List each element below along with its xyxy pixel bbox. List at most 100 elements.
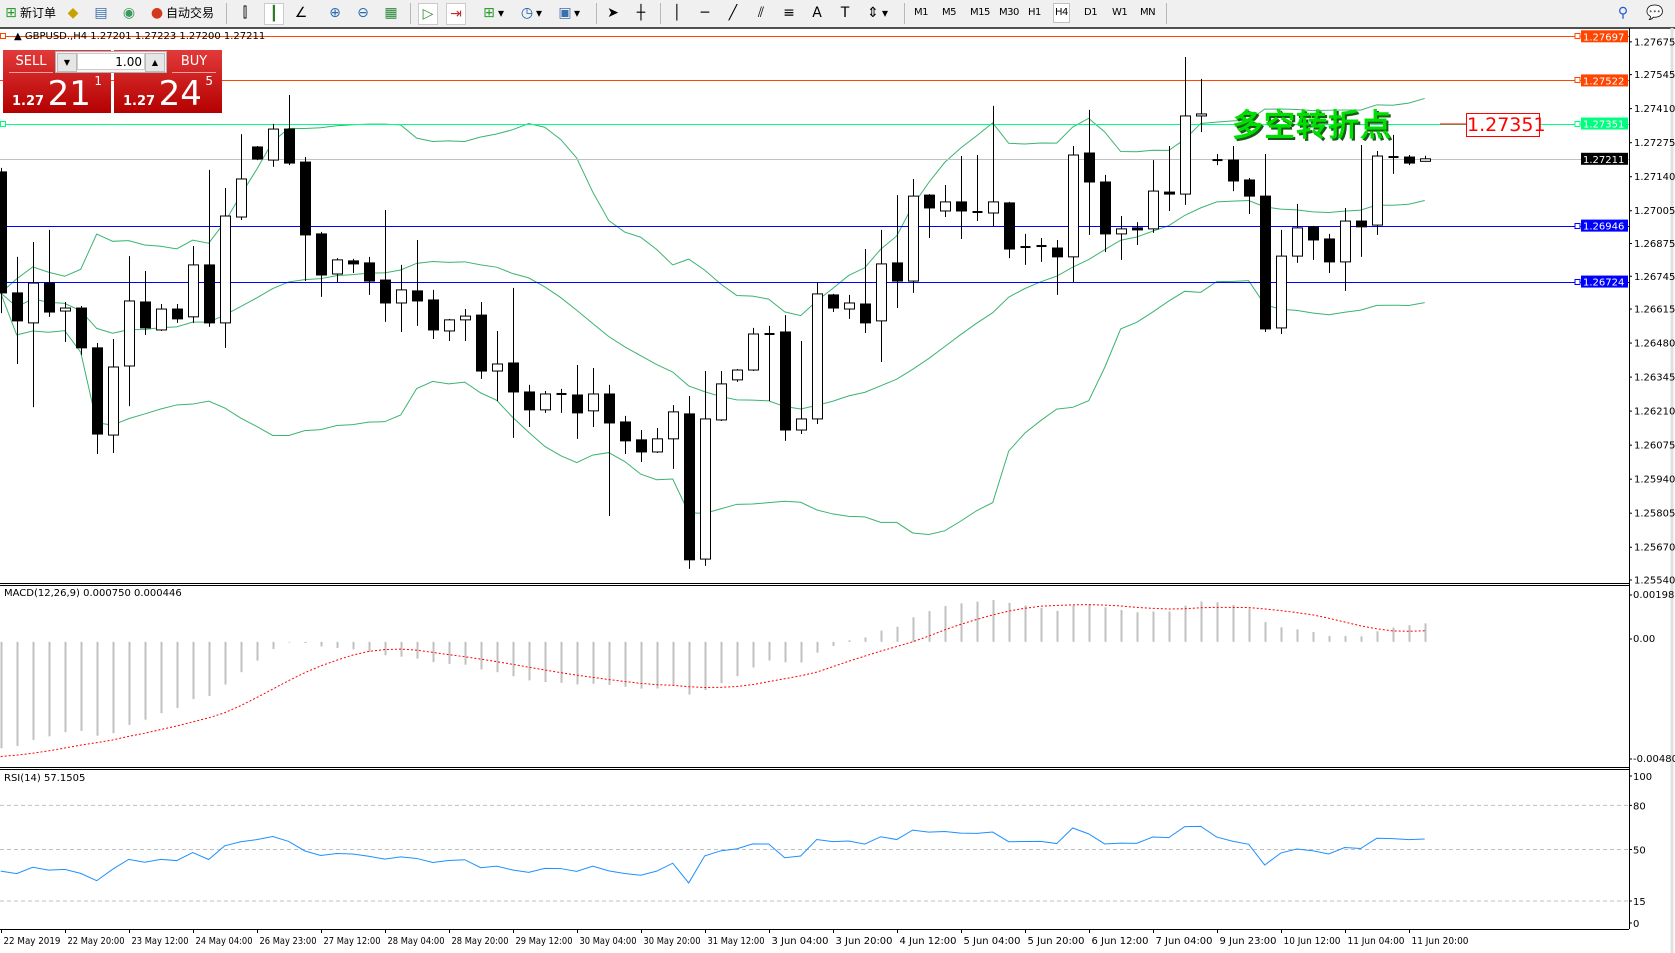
timeframe-m5[interactable]: M5 [942,7,957,18]
candle[interactable] [1148,160,1159,233]
candle[interactable] [1356,144,1367,257]
candle[interactable] [444,318,455,342]
crosshair-button[interactable]: ┼ [632,3,650,23]
candle[interactable] [988,105,999,227]
periods-button[interactable]: ◷ ▾ [518,3,542,23]
equidistant-channel-button[interactable]: ⫽ [752,3,770,23]
candle[interactable] [860,249,871,333]
templates-button[interactable]: ▣ ▾ [556,3,580,23]
candle[interactable] [508,287,519,438]
text-button[interactable]: A [808,3,826,23]
candlestick-button[interactable]: ┃ [264,3,284,25]
annotation-text[interactable]: 多空转折点 [1232,108,1392,144]
new-order-button[interactable]: ⊞ 新订单 [2,3,56,23]
candle[interactable] [172,303,183,323]
candle[interactable] [60,301,71,343]
autoscroll-button[interactable]: ⇥ [446,3,466,25]
candle[interactable] [140,270,151,335]
candle[interactable] [1100,174,1111,253]
candle[interactable] [908,178,919,293]
candle[interactable] [0,167,7,314]
candle[interactable] [1004,201,1015,259]
candle[interactable] [1420,155,1431,162]
candle[interactable] [1180,56,1191,205]
candle[interactable] [188,246,199,323]
candle[interactable] [1116,216,1127,260]
candle[interactable] [716,371,727,421]
candle[interactable] [956,156,967,239]
candle[interactable] [92,343,103,454]
candle[interactable] [828,293,839,313]
timeframe-m1[interactable]: M1 [914,7,929,18]
candle[interactable] [1276,229,1287,334]
candle[interactable] [428,289,439,340]
line-chart-button[interactable]: ∠ [292,3,310,23]
candle[interactable] [684,395,695,569]
candle[interactable] [220,188,231,348]
candle[interactable] [844,294,855,319]
candle[interactable] [972,155,983,222]
candle[interactable] [604,384,615,516]
candle[interactable] [460,309,471,342]
vertical-line-button[interactable]: │ [668,3,686,23]
timeframe-w1[interactable]: W1 [1112,7,1128,18]
candle[interactable] [44,229,55,317]
candle[interactable] [1292,203,1303,263]
candle[interactable] [156,303,167,331]
candle[interactable] [1372,150,1383,235]
level-handle[interactable] [1574,279,1581,285]
level-handle[interactable] [1574,223,1581,229]
candle[interactable] [76,306,87,355]
candle[interactable] [476,301,487,379]
candle[interactable] [1388,134,1399,174]
candle[interactable] [124,256,135,407]
candle[interactable] [1212,154,1223,166]
chart-shift-button[interactable]: ▷ [418,3,438,25]
candle[interactable] [1084,109,1095,235]
candle[interactable] [780,315,791,441]
candle[interactable] [652,428,663,453]
candle[interactable] [380,209,391,322]
level-handle[interactable] [1574,77,1581,83]
timeframe-h4[interactable]: H4 [1053,3,1070,23]
candle[interactable] [284,95,295,166]
lot-size-input[interactable] [77,53,145,70]
level-handle[interactable] [0,121,6,127]
timeframe-m15[interactable]: M15 [970,7,990,18]
text-label-button[interactable]: T [836,3,854,23]
timeframe-mn[interactable]: MN [1140,7,1156,18]
candle[interactable] [1036,237,1047,262]
candle[interactable] [940,185,951,218]
indicators-button[interactable]: ⊞ ▾ [480,3,504,23]
candle[interactable] [492,330,503,402]
candle[interactable] [412,239,423,326]
candle[interactable] [876,229,887,362]
candle[interactable] [332,258,343,283]
candle[interactable] [1260,154,1271,332]
search-button[interactable]: ⚲ [1614,3,1632,23]
candle[interactable] [796,341,807,435]
candle[interactable] [524,384,535,427]
candle[interactable] [252,145,263,161]
chat-button[interactable]: 💬 [1646,3,1664,23]
timeframe-h1[interactable]: H1 [1028,7,1041,18]
candle[interactable] [556,388,567,413]
candle[interactable] [268,124,279,167]
zoom-out-button[interactable]: ⊖ [354,3,372,23]
candle[interactable] [764,325,775,402]
candle[interactable] [1164,145,1175,211]
zoom-in-button[interactable]: ⊕ [326,3,344,23]
candle[interactable] [1244,177,1255,215]
candle[interactable] [620,415,631,454]
level-handle[interactable] [1574,121,1581,127]
buy-button[interactable]: BUY 1.27 24 5 [114,50,222,114]
market-watch-button[interactable]: ◆ [64,3,82,23]
data-window-button[interactable]: ▤ [92,3,110,23]
level-handle[interactable] [1574,33,1581,39]
candle[interactable] [1132,222,1143,246]
candle[interactable] [316,231,327,297]
candle[interactable] [1228,145,1239,192]
candle[interactable] [588,368,599,427]
candle[interactable] [1020,233,1031,265]
